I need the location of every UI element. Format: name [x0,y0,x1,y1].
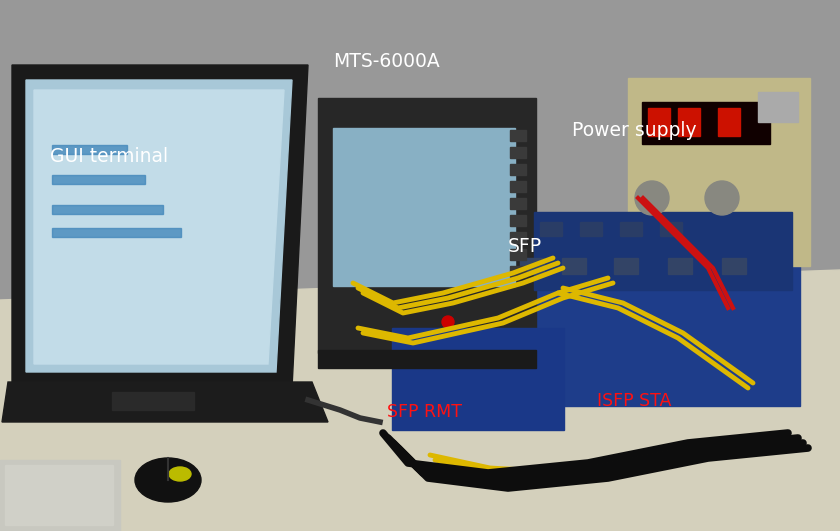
Polygon shape [2,382,328,422]
Circle shape [635,181,669,215]
Bar [614,258,638,274]
Polygon shape [12,65,308,388]
Bar [510,215,526,226]
Bar [722,258,746,274]
Circle shape [705,181,739,215]
Text: MTS-6000A: MTS-6000A [333,52,440,71]
Bar [510,198,526,209]
Polygon shape [0,0,840,310]
Bar [52,145,127,154]
Bar [502,238,800,406]
Bar [5,465,113,525]
Bar [534,212,792,290]
Polygon shape [0,270,840,531]
Bar [562,258,586,274]
Polygon shape [26,80,292,372]
Polygon shape [34,90,284,364]
Bar [0,460,120,531]
Bar [318,350,536,368]
Bar [642,102,770,144]
Bar [510,266,526,277]
Text: ISFP STA: ISFP STA [597,392,671,410]
Bar [520,258,544,274]
Bar [392,328,564,430]
Bar [580,222,602,236]
Bar [510,249,526,260]
Bar [678,108,700,136]
Bar [718,108,740,136]
Bar [510,232,526,243]
Bar [112,392,194,410]
Bar [333,128,515,286]
Text: Power supply: Power supply [572,121,696,140]
Bar [52,175,145,184]
Bar [540,222,562,236]
Bar [628,78,810,266]
Ellipse shape [135,458,201,502]
Ellipse shape [169,467,191,481]
Bar [52,228,181,237]
Text: GUI terminal: GUI terminal [50,147,168,166]
Bar [660,222,682,236]
Bar [318,98,536,353]
Bar [510,130,526,141]
Circle shape [442,316,454,328]
Bar [510,164,526,175]
Bar [510,181,526,192]
Bar [52,205,163,214]
Bar [648,108,670,136]
Text: SFP: SFP [508,237,542,256]
Bar [620,222,642,236]
Bar [510,147,526,158]
Bar [758,92,798,122]
Text: SFP RMT: SFP RMT [386,402,462,421]
Bar [668,258,692,274]
